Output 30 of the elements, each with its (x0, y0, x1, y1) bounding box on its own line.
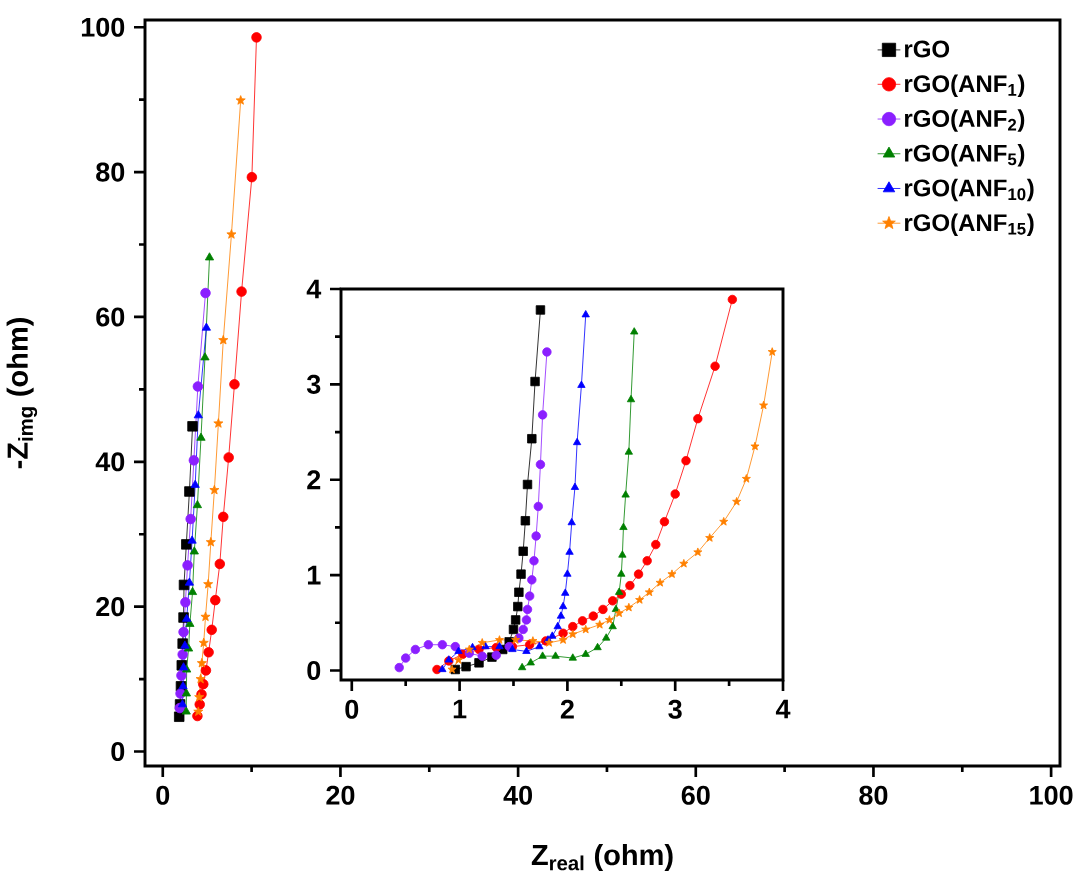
legend-label: rGO(ANF$_{1}$) (905, 74, 1025, 97)
y-tick-label: 0 (307, 660, 321, 681)
y-tick-label: 0 (111, 741, 125, 762)
x-tick-label: 2 (560, 699, 574, 719)
legend-label: rGO(ANF$_{15}$) (905, 213, 1034, 236)
legend-label: rGO(ANF$_{10}$) (905, 178, 1034, 202)
y-tick-label: 60 (96, 307, 125, 327)
y-tick-label: 3 (306, 374, 321, 394)
x-tick-label: 3 (668, 699, 682, 719)
y-tick-label: 40 (95, 452, 125, 472)
x-tick-label: 80 (859, 785, 888, 805)
x-tick-label: 100 (1030, 785, 1073, 805)
legend-label: rGO (905, 40, 950, 58)
legend-label: rGO(ANF$_{5}$) (905, 144, 1025, 167)
y-tick-label: 80 (96, 162, 125, 182)
x-tick-label: 20 (326, 785, 355, 805)
legend-label: rGO(ANF$_{2}$) (905, 109, 1025, 132)
x-tick-label: 4 (775, 699, 791, 719)
y-tick-label: 100 (81, 17, 125, 37)
x-tick-label: 0 (345, 699, 359, 719)
x-tick-label: 1 (453, 699, 467, 719)
x-tick-label: 40 (503, 785, 533, 805)
x-axis-title: Z$_{real}$ (ohm) (531, 843, 673, 872)
y-tick-label: 20 (96, 597, 125, 617)
y-axis-title: -Z$_{img}$ (ohm) (6, 318, 38, 469)
x-tick-label: 0 (156, 785, 170, 805)
x-tick-label: 60 (681, 785, 710, 805)
y-tick-label: 4 (306, 279, 322, 299)
y-tick-label: 2 (307, 470, 321, 490)
y-tick-label: 1 (307, 565, 321, 585)
